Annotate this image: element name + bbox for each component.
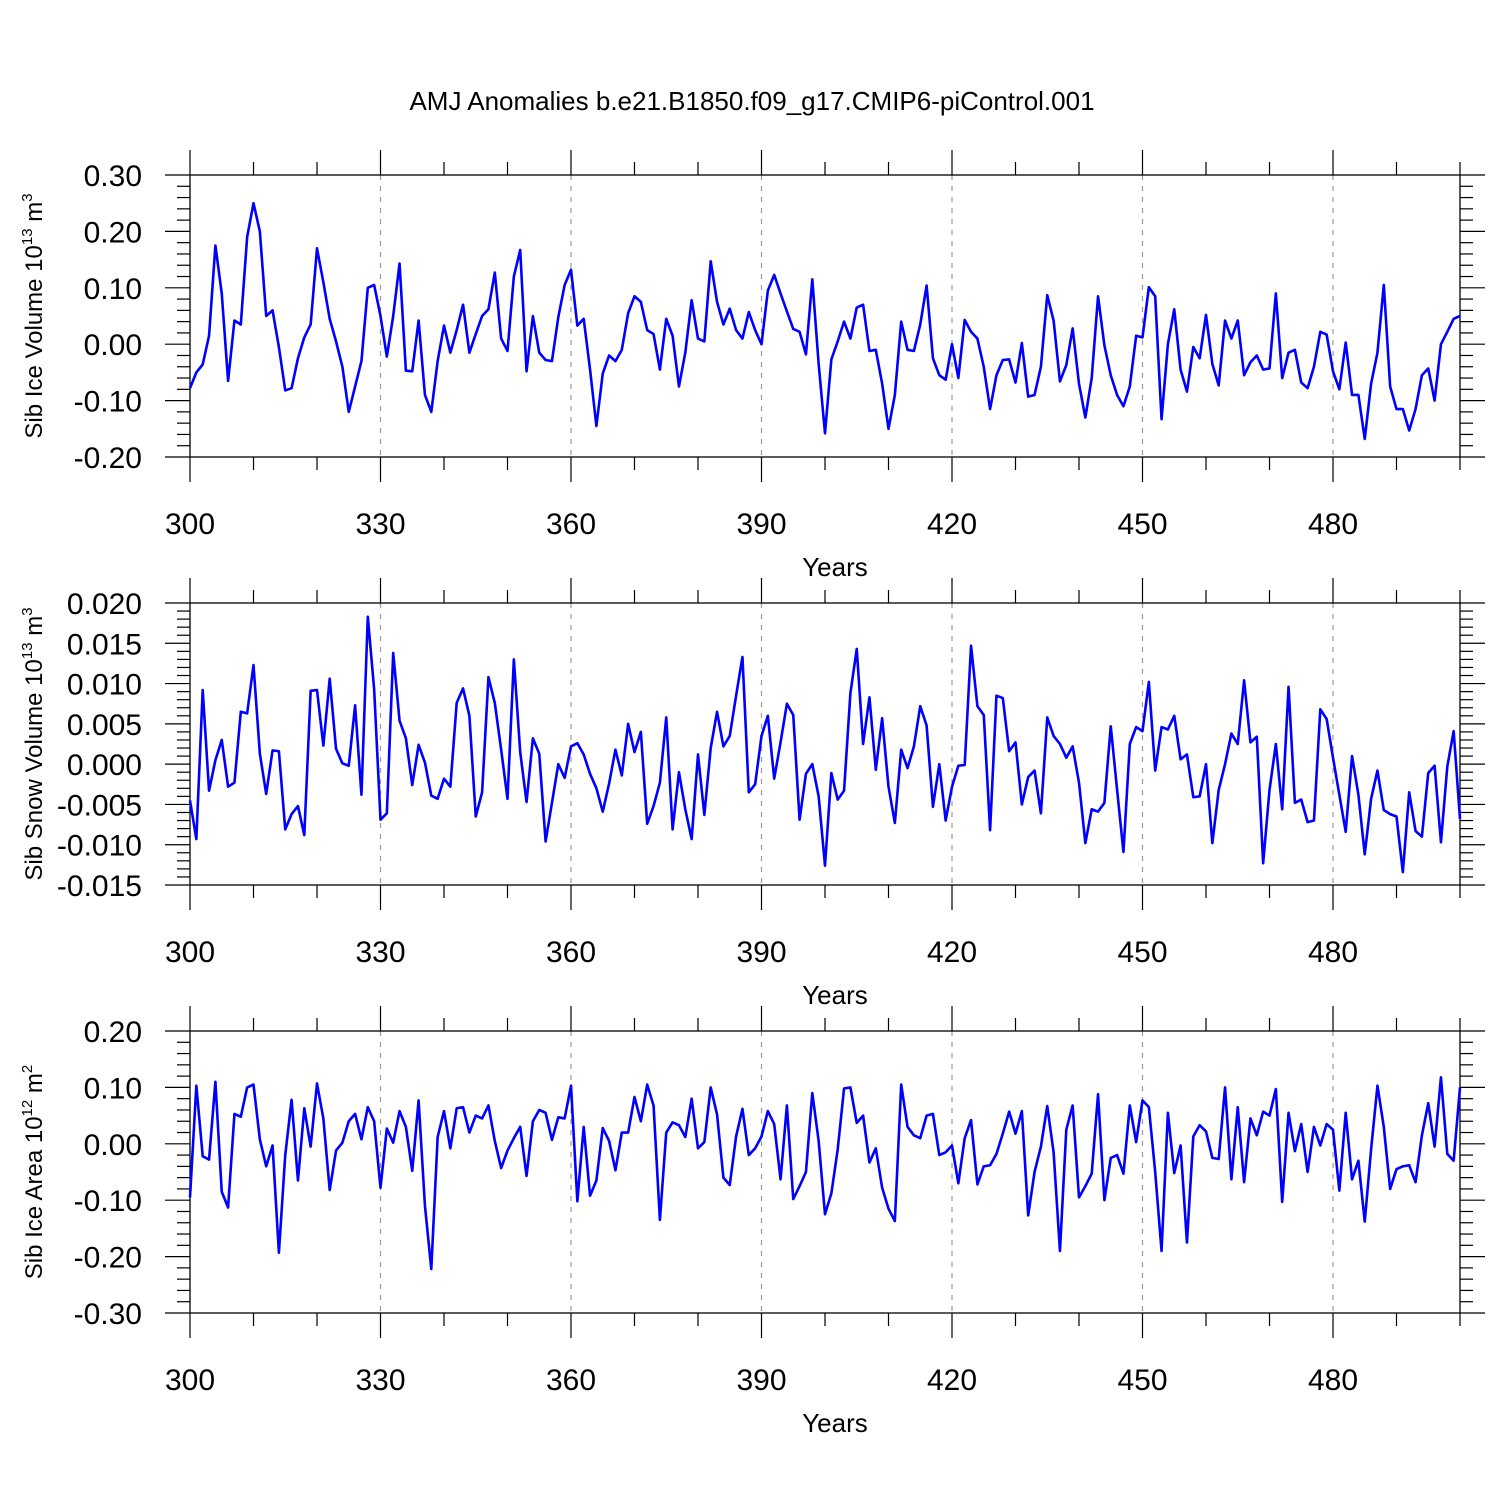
- y-axis-label: Sib Ice Area 1012 m2: [19, 1065, 48, 1279]
- x-tick-label: 420: [927, 508, 977, 541]
- x-tick-label: 330: [355, 1364, 405, 1397]
- y-axis-label-exponent: 12: [19, 1100, 36, 1117]
- y-tick-label: -0.015: [57, 870, 142, 903]
- x-axis-label: Years: [802, 552, 868, 582]
- x-tick-label: 420: [927, 936, 977, 969]
- y-axis-label-exponent: 13: [19, 642, 36, 659]
- y-axis-label-text: Sib Ice Area 10: [21, 1116, 48, 1279]
- x-tick-label: 390: [736, 508, 786, 541]
- y-axis-label-exponent: 13: [19, 228, 36, 245]
- series-line-1: [188, 201, 1461, 441]
- y-axis-label-text: Sib Snow Volume 10: [21, 659, 48, 880]
- y-tick-label: -0.30: [74, 1298, 142, 1331]
- x-axis-label: Years: [802, 1408, 868, 1438]
- y-tick-label: -0.10: [74, 386, 142, 419]
- x-tick-label: 300: [165, 508, 215, 541]
- y-tick-label: 0.10: [84, 273, 142, 306]
- y-tick-label: 0.20: [84, 216, 142, 249]
- y-tick-label: -0.005: [57, 789, 142, 822]
- x-tick-label: 480: [1308, 936, 1358, 969]
- chart-panel-2: 300 330 360 390 420 450 480 -0.015 -0.010 -0.005 0…: [19, 578, 1485, 1010]
- y-axis-label-exponent: 3: [19, 607, 36, 615]
- x-tick-label: 300: [165, 1364, 215, 1397]
- x-tick-label: 450: [1117, 508, 1167, 541]
- y-tick-label: 0.005: [67, 709, 142, 742]
- plot-frame: [189, 602, 1461, 886]
- y-axis-label-text: m: [21, 1073, 48, 1100]
- y-axis-label-text: Sib Ice Volume 10: [21, 245, 48, 438]
- plot-frame: [189, 1030, 1461, 1314]
- x-tick-label: 360: [546, 1364, 596, 1397]
- x-tick-label: 330: [355, 936, 405, 969]
- chart-panel-1: 300 330 360 390 420 450 480 -0.20 -0.10 0.00 0.10 0…: [19, 150, 1485, 582]
- y-tick-label: 0.10: [84, 1072, 142, 1105]
- figure-title: AMJ Anomalies b.e21.B1850.f09_g17.CMIP6-…: [409, 86, 1094, 116]
- y-tick-label: -0.010: [57, 830, 142, 863]
- y-tick-label: 0.020: [67, 588, 142, 621]
- y-tick-label: -0.20: [74, 1242, 142, 1275]
- x-tick-label: 360: [546, 936, 596, 969]
- y-tick-label: 0.30: [84, 160, 142, 193]
- y-axis-label: Sib Ice Volume 1013 m3: [19, 193, 48, 438]
- y-axis-label-text: m: [21, 202, 48, 229]
- y-axis-label-exponent: 2: [19, 1065, 36, 1073]
- x-tick-label: 420: [927, 1364, 977, 1397]
- chart-panel-3: 300 330 360 390 420 450 480 -0.30 -0.20 -0.10 0.00…: [19, 1006, 1485, 1438]
- y-axis-label-text: m: [21, 616, 48, 643]
- y-axis-label-exponent: 3: [19, 193, 36, 201]
- series-line-3: [188, 1075, 1462, 1271]
- x-tick-label: 390: [736, 936, 786, 969]
- y-tick-label: 0.00: [84, 329, 142, 362]
- y-axis-label: Sib Snow Volume 1013 m3: [19, 607, 48, 880]
- x-tick-label: 450: [1117, 1364, 1167, 1397]
- series-line-2: [188, 615, 1462, 874]
- x-tick-label: 450: [1117, 936, 1167, 969]
- y-tick-label: 0.00: [84, 1129, 142, 1162]
- y-tick-label: 0.000: [67, 749, 142, 782]
- y-tick-label: -0.20: [74, 442, 142, 475]
- y-tick-label: -0.10: [74, 1185, 142, 1218]
- y-tick-label: 0.015: [67, 628, 142, 661]
- y-tick-label: 0.010: [67, 669, 142, 702]
- x-tick-label: 330: [355, 508, 405, 541]
- x-tick-label: 480: [1308, 508, 1358, 541]
- x-tick-label: 480: [1308, 1364, 1358, 1397]
- x-axis-label: Years: [802, 980, 868, 1010]
- y-tick-label: 0.20: [84, 1016, 142, 1049]
- x-tick-label: 390: [736, 1364, 786, 1397]
- x-tick-label: 360: [546, 508, 596, 541]
- x-tick-label: 300: [165, 936, 215, 969]
